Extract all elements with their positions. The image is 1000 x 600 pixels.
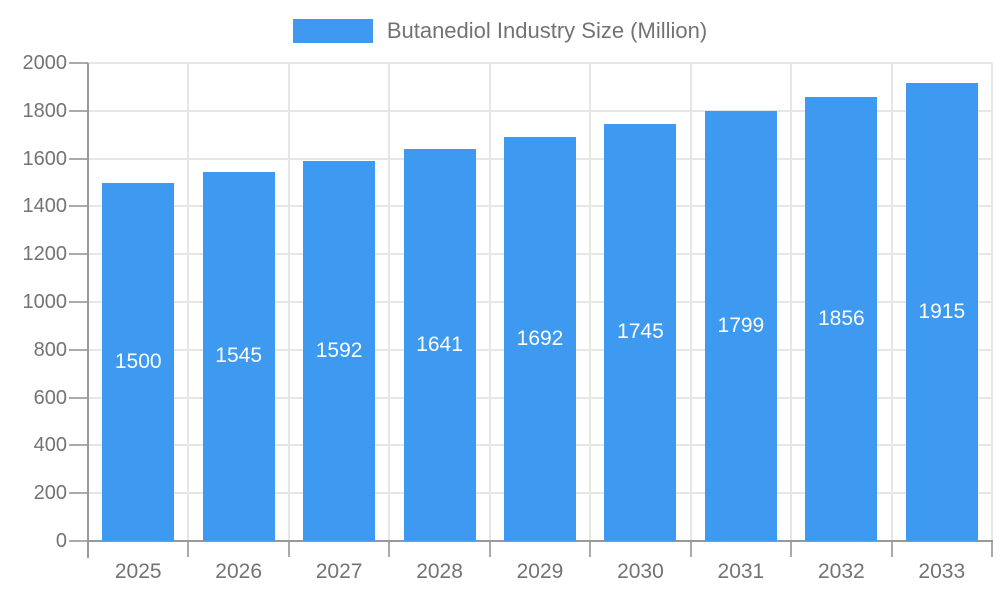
x-axis-label: 2031 — [717, 560, 765, 583]
x-axis-label: 2027 — [315, 560, 363, 583]
x-axis-label: 2026 — [215, 560, 263, 583]
y-axis-tick — [69, 301, 88, 303]
legend-swatch-icon — [292, 19, 373, 43]
x-axis-label: 2029 — [516, 560, 564, 583]
y-axis-tick — [69, 492, 88, 495]
legend-label: Butanediol Industry Size (Million) — [386, 18, 708, 43]
y-axis-label: 1600 — [22, 147, 68, 170]
x-axis-label: 2030 — [617, 560, 664, 583]
y-axis-tick — [69, 205, 88, 208]
x-axis-tick — [890, 541, 893, 557]
bar-value-label: 1500 — [114, 349, 162, 373]
y-axis-line — [87, 63, 89, 558]
y-axis-label: 2000 — [22, 52, 68, 74]
x-axis-label: 2032 — [817, 560, 865, 583]
bar[interactable]: 1692 — [504, 136, 576, 541]
x-axis-tick — [388, 541, 391, 557]
bar-value-label: 1856 — [817, 307, 865, 331]
y-axis-label: 1000 — [22, 291, 68, 313]
x-gridline — [890, 63, 893, 541]
x-gridline — [388, 63, 391, 541]
x-axis-tick — [689, 541, 692, 557]
x-axis-line — [87, 540, 993, 542]
x-axis-label: 2025 — [114, 560, 162, 583]
y-gridline — [88, 62, 992, 64]
bar[interactable]: 1915 — [905, 83, 978, 541]
x-gridline — [187, 63, 190, 541]
y-axis-tick — [69, 253, 88, 256]
y-axis-label: 1800 — [22, 99, 68, 122]
y-axis-label: 600 — [33, 386, 67, 409]
bar-value-label: 1592 — [315, 338, 363, 362]
bar-value-label: 1745 — [617, 320, 664, 344]
x-gridline — [790, 63, 793, 541]
x-gridline — [287, 63, 290, 541]
y-axis-label: 0 — [55, 530, 67, 552]
chart-legend[interactable]: Butanediol Industry Size (Million) — [0, 18, 1000, 44]
bar[interactable]: 1641 — [403, 148, 476, 541]
y-axis-tick — [69, 444, 88, 447]
x-gridline — [488, 63, 491, 541]
y-axis-tick — [69, 396, 88, 399]
bar[interactable]: 1799 — [704, 111, 777, 541]
y-axis-tick — [69, 157, 88, 160]
y-axis-label: 800 — [33, 338, 67, 361]
x-gridline — [991, 63, 993, 541]
bar[interactable]: 1545 — [202, 171, 275, 541]
bar-value-label: 1692 — [516, 326, 564, 350]
bar[interactable]: 1856 — [805, 97, 878, 541]
y-axis-label: 200 — [33, 482, 67, 505]
x-axis-label: 2028 — [416, 560, 463, 583]
bar[interactable]: 1745 — [604, 123, 677, 541]
y-axis-label: 400 — [33, 434, 67, 457]
x-axis-label: 2033 — [918, 560, 966, 583]
y-axis-tick — [69, 109, 88, 112]
bar-value-label: 1915 — [918, 300, 966, 324]
bar-value-label: 1641 — [416, 332, 463, 356]
y-axis-label: 1400 — [22, 195, 68, 218]
x-axis-tick — [488, 541, 491, 557]
x-axis-tick — [287, 541, 290, 557]
x-gridline — [689, 63, 692, 541]
bar[interactable]: 1500 — [102, 182, 175, 541]
y-axis-tick — [69, 62, 88, 64]
y-axis-tick — [69, 348, 88, 351]
x-axis-tick — [991, 541, 993, 557]
bar-value-label: 1799 — [717, 314, 765, 337]
x-gridline — [589, 63, 592, 541]
bar-value-label: 1545 — [215, 344, 263, 368]
y-axis-tick — [69, 540, 88, 542]
y-axis-label: 1200 — [22, 243, 68, 266]
y-gridline — [88, 109, 992, 112]
x-axis-tick — [187, 541, 190, 557]
x-axis-tick — [589, 541, 592, 557]
x-axis-tick — [790, 541, 793, 557]
bar[interactable]: 1592 — [303, 160, 376, 541]
